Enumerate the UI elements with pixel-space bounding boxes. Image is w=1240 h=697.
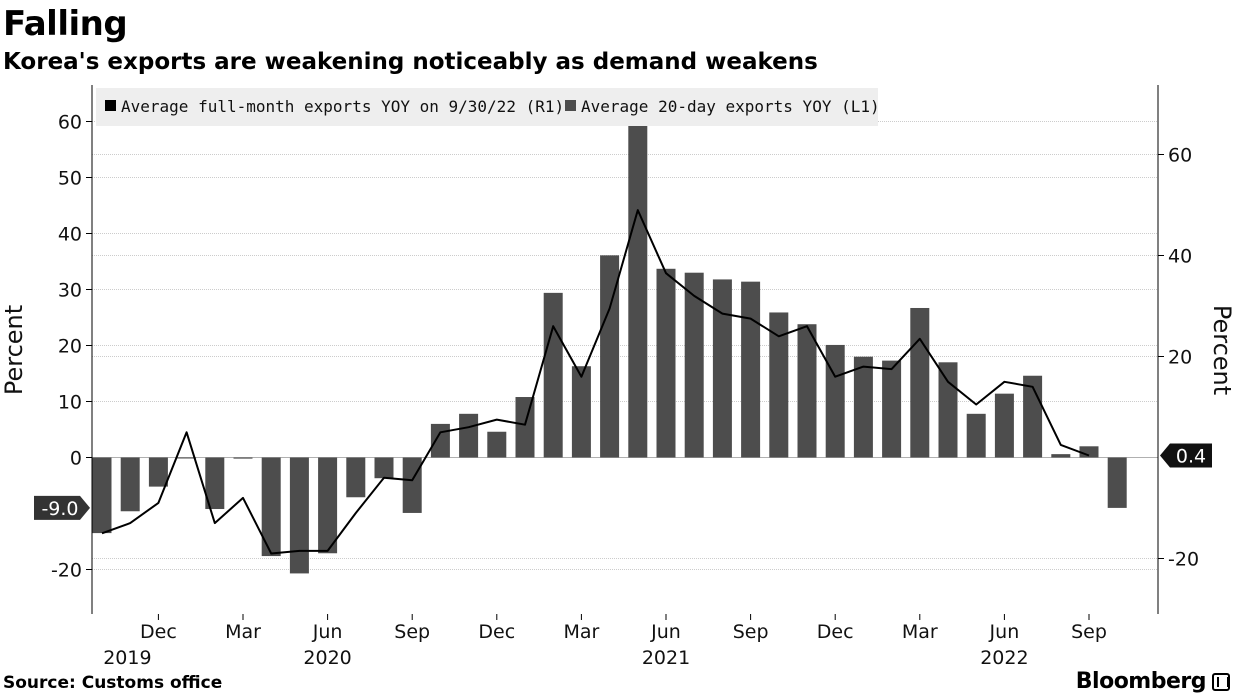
- bar-2022-08: [1051, 454, 1071, 458]
- legend-swatch-bars: [565, 100, 576, 111]
- x-month-label: Dec: [817, 621, 854, 643]
- bar-2020-12: [487, 431, 507, 458]
- chart-subtitle: Korea's exports are weakening noticeably…: [3, 49, 818, 75]
- bar-2020-03: [233, 457, 253, 459]
- bar-2021-05: [628, 124, 648, 458]
- brand-logo: Bloomberg: [1076, 668, 1230, 696]
- x-month-label: Jun: [650, 621, 681, 643]
- x-month-label: Sep: [1071, 621, 1107, 643]
- left-tick-label: 20: [58, 336, 82, 358]
- callout-right-box: [1160, 443, 1212, 468]
- bar-2022-04: [938, 362, 958, 458]
- callout-right-label: 0.4: [1176, 445, 1206, 467]
- bar-2020-08: [374, 457, 394, 479]
- right-tick-label: -20: [1168, 549, 1199, 571]
- bar-2020-10: [430, 423, 450, 458]
- brand-name: Bloomberg: [1075, 669, 1207, 694]
- bar-2021-12: [825, 344, 845, 458]
- line-series-full-month: [101, 209, 1090, 555]
- x-year-label: 2019: [103, 647, 151, 669]
- legend-label-full-month: Average full-month exports YOY on 9/30/2…: [121, 97, 564, 116]
- bar-2019-12: [148, 457, 168, 487]
- x-month-label: Jun: [312, 621, 343, 643]
- bar-2022-01: [853, 356, 873, 458]
- bar-2020-02: [205, 457, 225, 510]
- bar-2022-06: [994, 393, 1014, 458]
- x-year-label: 2022: [980, 647, 1028, 669]
- bar-2019-11: [120, 457, 140, 512]
- legend-box: [96, 88, 878, 126]
- callout-left-label: -9.0: [41, 498, 78, 520]
- bar-2021-11: [797, 324, 817, 458]
- bloomberg-terminal-icon: [1212, 673, 1230, 691]
- left-tick-label: -20: [51, 560, 82, 582]
- x-month-label: Sep: [394, 621, 430, 643]
- bar-2020-09: [402, 457, 422, 513]
- left-tick-label: 0: [70, 448, 82, 470]
- bar-2019-10: [92, 457, 112, 534]
- bar-2021-03: [571, 366, 591, 458]
- chart-title: Falling: [3, 4, 128, 44]
- right-tick-label: 20: [1168, 347, 1192, 369]
- bar-2022-05: [966, 413, 986, 458]
- x-year-label: 2020: [303, 647, 351, 669]
- x-month-label: Dec: [140, 621, 177, 643]
- bar-2021-02: [543, 292, 563, 458]
- left-tick-label: 60: [58, 112, 82, 134]
- bar-2020-11: [459, 413, 479, 458]
- bar-2020-04: [261, 457, 281, 557]
- x-month-label: Mar: [902, 621, 938, 643]
- bar-2021-07: [684, 272, 704, 458]
- bar-2021-01: [515, 397, 535, 458]
- bar-2022-09: [1079, 446, 1099, 458]
- bar-2020-07: [346, 457, 366, 498]
- bar-2021-08: [712, 279, 732, 458]
- x-year-label: 2021: [642, 647, 690, 669]
- bar-2022-02: [882, 360, 902, 458]
- bar-2021-06: [656, 268, 676, 458]
- right-tick-label: 60: [1168, 145, 1192, 167]
- right-axis-title: Percent: [1208, 305, 1236, 395]
- left-axis-title: Percent: [0, 305, 28, 395]
- left-tick-label: 30: [58, 280, 82, 302]
- bar-2021-10: [769, 312, 789, 458]
- x-month-label: Mar: [225, 621, 261, 643]
- left-tick-label: 40: [58, 224, 82, 246]
- bar-2020-01: [177, 457, 197, 459]
- bar-2021-09: [741, 281, 761, 458]
- x-month-label: Jun: [989, 621, 1020, 643]
- bar-2020-05: [289, 457, 309, 574]
- source-note: Source: Customs office: [3, 673, 223, 693]
- legend-swatch-line: [105, 100, 116, 111]
- bar-2021-04: [600, 255, 620, 458]
- bar-2020-06: [318, 457, 338, 554]
- bar-2022-03: [910, 307, 930, 458]
- left-tick-label: 10: [58, 392, 82, 414]
- callout-left-box: [34, 495, 90, 520]
- x-month-label: Dec: [478, 621, 515, 643]
- legend-label-20-day: Average 20-day exports YOY (L1): [581, 97, 880, 116]
- right-tick-label: 40: [1168, 246, 1192, 268]
- bar-2022-10: [1107, 457, 1127, 508]
- x-month-label: Mar: [563, 621, 599, 643]
- left-tick-label: 50: [58, 168, 82, 190]
- x-month-label: Sep: [733, 621, 769, 643]
